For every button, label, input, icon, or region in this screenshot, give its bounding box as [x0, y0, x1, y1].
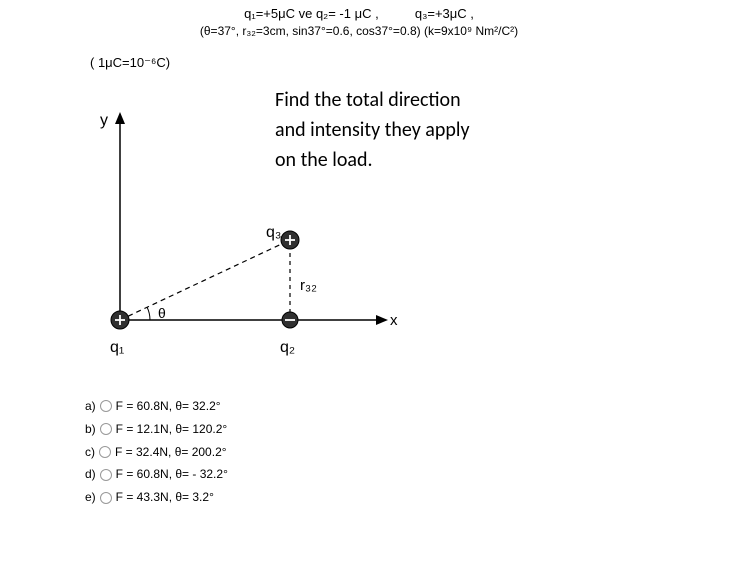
answer-b-text: F = 12.1N, θ= 120.2° — [116, 418, 228, 441]
r32-label: r₃₂ — [300, 277, 317, 294]
answer-a[interactable]: a) F = 60.8N, θ= 32.2° — [85, 395, 228, 418]
x-axis-label: x — [390, 312, 398, 329]
radio-icon — [100, 400, 112, 412]
answer-c-letter: c) — [85, 441, 95, 464]
unit-conversion-label: ( 1μC=10⁻⁶C) — [90, 55, 170, 71]
diagram-svg: y x r₃₂ θ q₁ q₂ q₃ — [80, 90, 420, 370]
radio-icon — [100, 469, 112, 481]
problem-header: q₁=+5μC ve q₂= -1 μC , q₃=+3μC , (θ=37°,… — [85, 5, 633, 40]
q1q2-def: q₁=+5μC ve q₂= -1 μC , — [244, 6, 379, 21]
theta-label: θ — [158, 305, 166, 321]
radio-icon — [100, 423, 112, 435]
q3-def: q₃=+3μC , — [415, 6, 474, 21]
q1-label: q₁ — [110, 339, 124, 356]
answer-d[interactable]: d) F = 60.8N, θ= - 32.2° — [85, 463, 228, 486]
y-arrow — [115, 112, 125, 124]
answer-b-letter: b) — [85, 418, 96, 441]
radio-icon — [99, 446, 111, 458]
header-line1: q₁=+5μC ve q₂= -1 μC , q₃=+3μC , — [85, 5, 633, 23]
q3-label: q₃ — [266, 224, 281, 241]
answer-a-letter: a) — [85, 395, 96, 418]
answer-c-text: F = 32.4N, θ= 200.2° — [115, 441, 227, 464]
answer-d-text: F = 60.8N, θ= - 32.2° — [116, 463, 228, 486]
physics-diagram: y x r₃₂ θ q₁ q₂ q₃ — [80, 90, 400, 360]
theta-arc — [147, 307, 150, 320]
q2-label: q₂ — [280, 339, 295, 356]
answer-b[interactable]: b) F = 12.1N, θ= 120.2° — [85, 418, 228, 441]
answer-e-letter: e) — [85, 486, 96, 509]
header-line2: (θ=37°, r₃₂=3cm, sin37°=0.6, cos37°=0.8)… — [85, 23, 633, 40]
answer-c[interactable]: c) F = 32.4N, θ= 200.2° — [85, 441, 228, 464]
x-arrow — [376, 315, 388, 325]
y-axis-label: y — [100, 112, 108, 129]
answer-a-text: F = 60.8N, θ= 32.2° — [116, 395, 221, 418]
answer-options: a) F = 60.8N, θ= 32.2° b) F = 12.1N, θ= … — [85, 395, 228, 509]
radio-icon — [100, 492, 112, 504]
answer-e[interactable]: e) F = 43.3N, θ= 3.2° — [85, 486, 228, 509]
diagonal-dashed — [120, 240, 290, 320]
answer-e-text: F = 43.3N, θ= 3.2° — [116, 486, 214, 509]
answer-d-letter: d) — [85, 463, 96, 486]
